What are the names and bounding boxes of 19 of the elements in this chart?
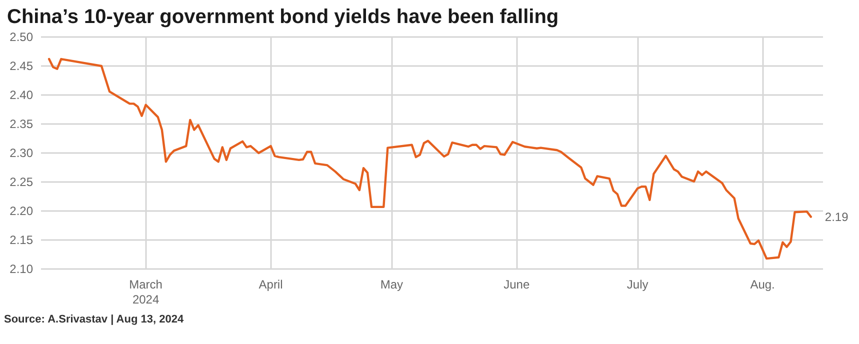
y-tick-label: 2.35 — [10, 117, 34, 131]
source-note: Source: A.Srivastav | Aug 13, 2024 — [4, 314, 184, 326]
chart-title: China’s 10-year government bond yields have been falling — [7, 6, 559, 28]
y-tick-label: 2.20 — [10, 204, 34, 218]
y-tick-label: 2.15 — [10, 233, 34, 247]
y-tick-label: 2.25 — [10, 175, 34, 189]
y-tick-label: 2.40 — [10, 88, 34, 102]
y-tick-label: 2.50 — [10, 30, 34, 44]
x-tick-label: June — [504, 278, 530, 292]
y-tick-label: 2.45 — [10, 59, 34, 73]
x-tick-label: July — [626, 278, 648, 292]
y-tick-label: 2.30 — [10, 146, 34, 160]
x-tick-label: May — [380, 278, 404, 292]
x-tick-label: Aug. — [750, 278, 775, 292]
x-tick-label: April — [258, 278, 283, 292]
line-series — [48, 58, 812, 260]
annotation: 2.19 — [824, 210, 849, 224]
y-tick-label: 2.10 — [10, 262, 34, 276]
x-tick-label: March 2024 — [129, 278, 162, 306]
